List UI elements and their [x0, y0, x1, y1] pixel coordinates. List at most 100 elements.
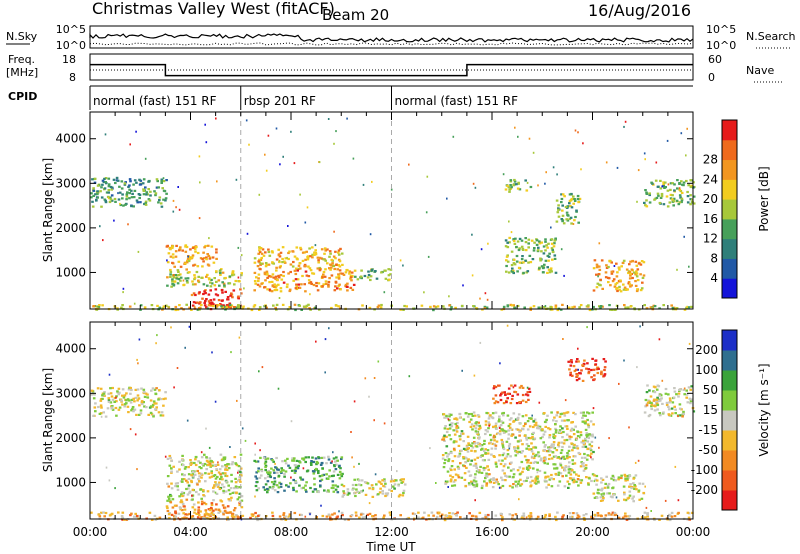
heatmap-cell — [169, 255, 173, 258]
heatmap-cell — [240, 499, 244, 502]
heatmap-cell — [687, 516, 691, 519]
heatmap-cell — [572, 202, 575, 205]
heatmap-cell — [328, 267, 331, 270]
heatmap-cell — [678, 403, 682, 406]
heatmap-cell — [645, 404, 649, 407]
heatmap-cell — [117, 387, 121, 390]
heatmap-cell — [658, 307, 661, 310]
heatmap-cell — [556, 211, 560, 214]
heatmap-cell — [312, 283, 316, 287]
heatmap-cell — [688, 518, 691, 521]
heatmap-cell — [677, 511, 680, 514]
heatmap-cell — [279, 485, 283, 488]
heatmap-cell — [172, 210, 175, 213]
heatmap-cell — [346, 493, 350, 496]
heatmap-cell — [486, 298, 489, 301]
heatmap-cell — [448, 512, 451, 515]
heatmap-cell — [552, 441, 556, 444]
heatmap-cell — [96, 387, 100, 390]
heatmap-cell — [170, 513, 174, 516]
y-tick-label: 2000 — [55, 221, 86, 235]
heatmap-cell — [280, 278, 284, 281]
heatmap-cell — [667, 408, 671, 411]
heatmap-cell — [448, 413, 451, 416]
heatmap-cell — [189, 459, 192, 462]
heatmap-cell — [450, 451, 453, 455]
heatmap-cell — [527, 468, 530, 471]
heatmap-cell — [293, 269, 297, 272]
heatmap-cell — [205, 275, 208, 278]
heatmap-cell — [371, 515, 374, 518]
heatmap-cell — [353, 478, 356, 481]
heatmap-cell — [624, 306, 627, 309]
heatmap-cell — [270, 481, 274, 484]
heatmap-cell — [276, 468, 279, 471]
heatmap-cell — [160, 180, 163, 183]
heatmap-cell — [550, 411, 553, 414]
heatmap-cell — [570, 222, 573, 225]
heatmap-cell — [241, 514, 245, 517]
colorbar-segment — [722, 410, 737, 431]
heatmap-cell — [171, 278, 174, 281]
heatmap-cell — [217, 279, 221, 282]
heatmap-cell — [307, 456, 310, 459]
heatmap-cell — [127, 388, 131, 391]
heatmap-cell — [528, 518, 532, 521]
heatmap-cell — [294, 464, 297, 467]
heatmap-cell — [521, 386, 525, 389]
heatmap-cell — [662, 304, 665, 307]
heatmap-cell — [219, 473, 222, 476]
heatmap-cell — [186, 257, 190, 260]
heatmap-cell — [478, 436, 481, 439]
heatmap-cell — [623, 473, 627, 476]
heatmap-cell — [240, 254, 243, 257]
heatmap-cell — [130, 196, 134, 199]
heatmap-cell — [514, 391, 518, 394]
heatmap-cell — [211, 464, 214, 467]
heatmap-cell — [579, 481, 583, 484]
heatmap-cell — [340, 483, 344, 486]
heatmap-cell — [605, 264, 608, 267]
heatmap-cell — [607, 512, 611, 515]
heatmap-cell — [577, 451, 581, 455]
heatmap-cell — [678, 194, 682, 197]
heatmap-cell — [498, 427, 501, 429]
heatmap-cell — [452, 135, 455, 138]
heatmap-cell — [581, 439, 585, 442]
heatmap-cell — [196, 265, 200, 268]
heatmap-cell — [512, 420, 515, 423]
heatmap-cell — [676, 268, 678, 271]
heatmap-cell — [572, 365, 576, 368]
heatmap-cell — [510, 434, 513, 437]
heatmap-cell — [577, 484, 580, 487]
heatmap-cell — [678, 201, 682, 204]
heatmap-cell — [507, 466, 510, 469]
heatmap-cell — [672, 204, 675, 207]
heatmap-cell — [432, 305, 436, 308]
heatmap-cell — [472, 483, 475, 487]
heatmap-cell — [474, 480, 478, 483]
heatmap-cell — [577, 368, 579, 371]
heatmap-cell — [568, 468, 572, 471]
heatmap-cell — [484, 429, 488, 432]
heatmap-cell — [538, 240, 541, 243]
heatmap-cell — [531, 258, 535, 261]
heatmap-cell — [560, 218, 564, 221]
heatmap-cell — [166, 276, 169, 279]
heatmap-cell — [466, 415, 470, 418]
heatmap-cell — [562, 338, 564, 340]
heatmap-cell — [197, 472, 201, 475]
heatmap-cell — [223, 456, 227, 459]
heatmap-cell — [514, 436, 517, 439]
heatmap-cell — [627, 496, 631, 499]
heatmap-cell — [138, 178, 141, 181]
heatmap-cell — [261, 248, 265, 251]
heatmap-cell — [597, 367, 600, 370]
heatmap-cell — [321, 276, 324, 279]
heatmap-cell — [278, 515, 282, 518]
heatmap-cell — [317, 469, 320, 473]
heatmap-cell — [501, 484, 505, 488]
heatmap-cell — [340, 456, 344, 459]
heatmap-cell — [145, 193, 148, 196]
heatmap-cell — [141, 182, 145, 185]
